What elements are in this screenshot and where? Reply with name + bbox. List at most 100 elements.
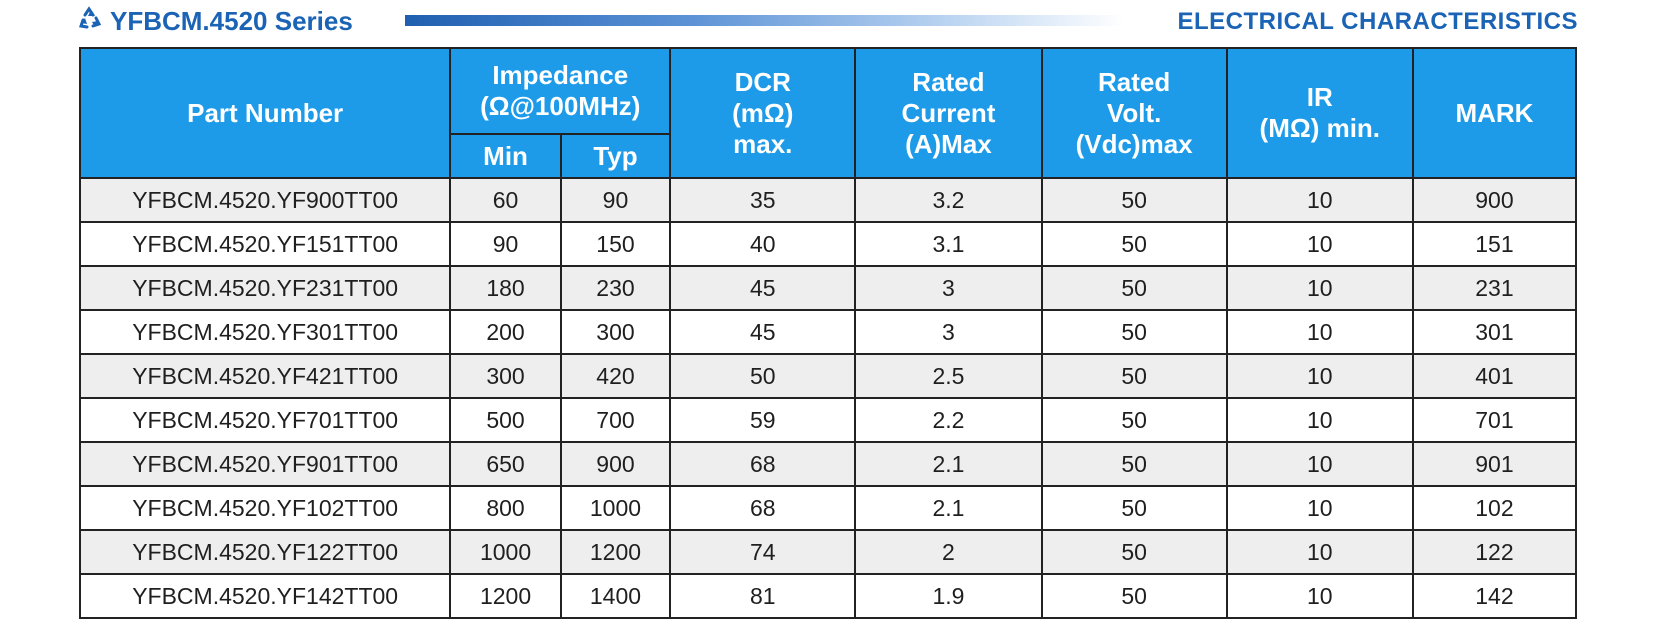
electrical-characteristics-table: Part Number Impedance (Ω@100MHz) DCR (mΩ… [78, 47, 1578, 619]
dcr-qualifier: max. [733, 128, 793, 159]
cell-ir: 10 [1225, 353, 1414, 399]
ir-label: IR [1306, 82, 1333, 112]
cell-part-number: YFBCM.4520.YF900TT00 [78, 177, 452, 223]
cell-dcr: 68 [669, 441, 857, 487]
table-row: YFBCM.4520.YF122TT00 1000 1200 74 2 50 1… [78, 529, 1578, 575]
cell-ir: 10 [1225, 221, 1414, 267]
cell-rated-current: 3 [854, 265, 1043, 311]
cell-part-number: YFBCM.4520.YF142TT00 [78, 573, 452, 619]
table-row: YFBCM.4520.YF142TT00 1200 1400 81 1.9 50… [78, 573, 1578, 619]
impedance-unit: (Ω@100MHz) [480, 91, 641, 121]
volt-unit: (Vdc)max [1075, 128, 1193, 159]
cell-impedance-typ: 1200 [559, 529, 672, 575]
cell-impedance-typ: 90 [559, 177, 672, 223]
recycle-icon [79, 6, 102, 29]
cell-part-number: YFBCM.4520.YF102TT00 [78, 485, 452, 531]
cell-rated-current: 2 [854, 529, 1043, 575]
cell-impedance-min: 60 [449, 177, 562, 223]
cell-dcr: 45 [669, 309, 857, 355]
cell-rated-current: 3.2 [854, 177, 1043, 223]
cell-rated-current: 3.1 [854, 221, 1043, 267]
table-row: YFBCM.4520.YF102TT00 800 1000 68 2.1 50 … [78, 485, 1578, 531]
impedance-label: Impedance [492, 60, 629, 90]
header-divider-bar [405, 15, 1125, 26]
cell-impedance-min: 90 [449, 221, 562, 267]
cell-ir: 10 [1225, 529, 1414, 575]
cell-rated-volt: 50 [1040, 353, 1228, 399]
cell-rated-current: 2.1 [854, 485, 1043, 531]
col-header-rated-current: Rated Current (A)Max [854, 47, 1043, 179]
cell-impedance-min: 500 [449, 397, 562, 443]
cell-ir: 10 [1225, 309, 1414, 355]
cell-rated-volt: 50 [1040, 441, 1228, 487]
cell-impedance-typ: 150 [559, 221, 672, 267]
table-row: YFBCM.4520.YF301TT00 200 300 45 3 50 10 … [78, 309, 1578, 355]
cell-part-number: YFBCM.4520.YF901TT00 [78, 441, 452, 487]
cell-impedance-typ: 420 [559, 353, 672, 399]
volt-label-2: Volt. [1106, 97, 1162, 128]
cell-impedance-typ: 900 [559, 441, 672, 487]
cell-rated-current: 3 [854, 309, 1043, 355]
cell-dcr: 45 [669, 265, 857, 311]
cell-rated-volt: 50 [1040, 397, 1228, 443]
cell-ir: 10 [1225, 573, 1414, 619]
col-header-ir: IR (MΩ) min. [1225, 47, 1414, 179]
section-title: ELECTRICAL CHARACTERISTICS [1177, 8, 1578, 35]
cell-part-number: YFBCM.4520.YF701TT00 [78, 397, 452, 443]
cell-mark: 151 [1411, 221, 1578, 267]
cell-rated-current: 2.5 [854, 353, 1043, 399]
cell-impedance-min: 180 [449, 265, 562, 311]
cell-ir: 10 [1225, 397, 1414, 443]
cell-ir: 10 [1225, 265, 1414, 311]
col-header-impedance-min: Min [449, 133, 562, 179]
volt-label-1: Rated [1097, 66, 1171, 97]
cell-dcr: 35 [669, 177, 857, 223]
table-row: YFBCM.4520.YF151TT00 90 150 40 3.1 50 10… [78, 221, 1578, 267]
cell-part-number: YFBCM.4520.YF122TT00 [78, 529, 452, 575]
table-row: YFBCM.4520.YF901TT00 650 900 68 2.1 50 1… [78, 441, 1578, 487]
current-unit: (A)Max [905, 128, 992, 159]
cell-ir: 10 [1225, 177, 1414, 223]
cell-part-number: YFBCM.4520.YF151TT00 [78, 221, 452, 267]
cell-impedance-typ: 300 [559, 309, 672, 355]
series-title: YFBCM.4520 Series [110, 6, 353, 36]
cell-rated-volt: 50 [1040, 265, 1228, 311]
current-label-2: Current [901, 97, 996, 128]
cell-part-number: YFBCM.4520.YF421TT00 [78, 353, 452, 399]
cell-mark: 142 [1411, 573, 1578, 619]
ir-unit: (MΩ) min. [1259, 113, 1381, 143]
cell-rated-volt: 50 [1040, 529, 1228, 575]
cell-rated-current: 2.1 [854, 441, 1043, 487]
cell-ir: 10 [1225, 441, 1414, 487]
cell-dcr: 59 [669, 397, 857, 443]
cell-impedance-min: 800 [449, 485, 562, 531]
col-header-part-number: Part Number [78, 47, 452, 179]
cell-part-number: YFBCM.4520.YF301TT00 [78, 309, 452, 355]
cell-impedance-typ: 230 [559, 265, 672, 311]
cell-mark: 102 [1411, 485, 1578, 531]
cell-impedance-typ: 1400 [559, 573, 672, 619]
col-header-rated-volt: Rated Volt. (Vdc)max [1040, 47, 1228, 179]
cell-rated-current: 1.9 [854, 573, 1043, 619]
cell-dcr: 50 [669, 353, 857, 399]
cell-part-number: YFBCM.4520.YF231TT00 [78, 265, 452, 311]
dcr-unit: (mΩ) [732, 97, 794, 128]
col-header-dcr: DCR (mΩ) max. [669, 47, 857, 179]
table-row: YFBCM.4520.YF701TT00 500 700 59 2.2 50 1… [78, 397, 1578, 443]
col-header-impedance-typ: Typ [559, 133, 672, 179]
cell-dcr: 81 [669, 573, 857, 619]
cell-impedance-typ: 700 [559, 397, 672, 443]
cell-mark: 231 [1411, 265, 1578, 311]
dcr-label: DCR [734, 66, 791, 97]
cell-rated-volt: 50 [1040, 177, 1228, 223]
col-header-mark: MARK [1411, 47, 1578, 179]
cell-mark: 401 [1411, 353, 1578, 399]
cell-mark: 901 [1411, 441, 1578, 487]
col-header-impedance: Impedance (Ω@100MHz) [449, 47, 672, 135]
cell-mark: 900 [1411, 177, 1578, 223]
table-row: YFBCM.4520.YF900TT00 60 90 35 3.2 50 10 … [78, 177, 1578, 223]
cell-impedance-min: 1000 [449, 529, 562, 575]
cell-rated-volt: 50 [1040, 221, 1228, 267]
cell-dcr: 74 [669, 529, 857, 575]
cell-rated-current: 2.2 [854, 397, 1043, 443]
